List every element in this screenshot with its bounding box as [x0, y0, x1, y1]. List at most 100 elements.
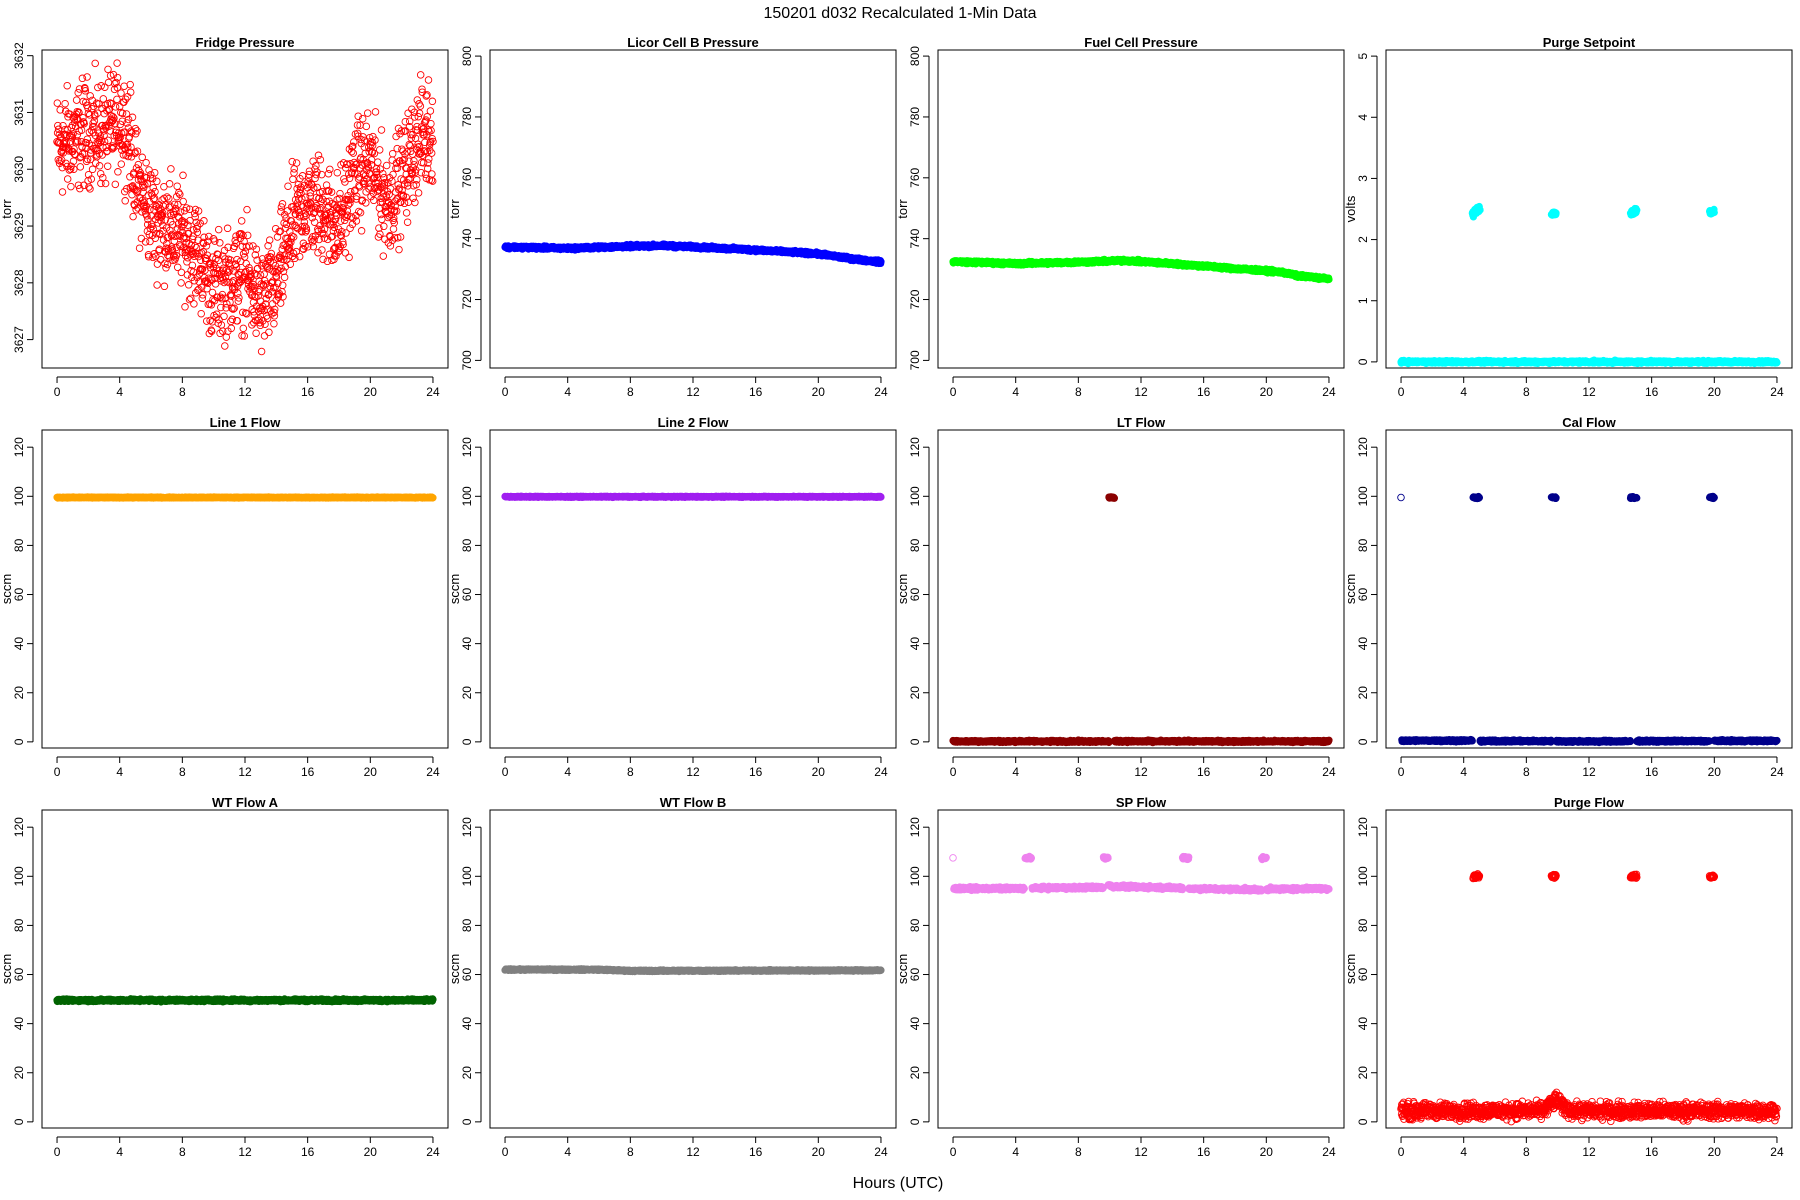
data-point — [104, 65, 112, 74]
y-tick-label: 3632 — [12, 42, 26, 69]
data-point — [209, 295, 217, 304]
data-point — [218, 294, 226, 303]
data-point — [134, 160, 143, 169]
data-point — [393, 234, 402, 242]
data-point — [208, 288, 217, 297]
data-point — [117, 160, 126, 168]
data-point — [137, 234, 146, 243]
data-point — [423, 91, 431, 99]
plot-frame — [489, 49, 897, 369]
data-point — [336, 189, 344, 198]
data-point — [206, 260, 215, 268]
data-point — [307, 204, 316, 212]
y-tick-label: 3629 — [12, 212, 26, 239]
data-point — [401, 127, 410, 135]
data-point — [389, 225, 398, 233]
data-point — [315, 235, 323, 244]
data-point — [62, 139, 70, 147]
data-point — [341, 164, 350, 172]
data-point — [369, 196, 378, 205]
data-point — [185, 295, 194, 304]
data-point — [397, 127, 406, 135]
data-point — [301, 242, 309, 250]
data-point — [427, 119, 435, 128]
data-point — [76, 163, 85, 171]
data-point — [272, 269, 281, 277]
data-point — [74, 88, 82, 97]
data-point — [121, 95, 130, 103]
data-point — [322, 211, 330, 220]
data-point — [260, 332, 269, 340]
data-point — [411, 168, 419, 177]
data-point — [393, 164, 402, 172]
data-point — [403, 218, 412, 226]
data-point — [273, 265, 281, 274]
data-point — [260, 270, 268, 278]
data-point — [225, 266, 234, 274]
data-point — [117, 89, 125, 97]
data-point — [91, 59, 99, 68]
data-point — [146, 224, 155, 233]
data-point — [319, 255, 327, 264]
data-point — [152, 229, 161, 238]
data-point — [280, 255, 288, 264]
data-point — [338, 227, 346, 236]
data-point — [318, 246, 326, 254]
data-point — [379, 169, 387, 178]
x-tick-label: 24 — [426, 385, 440, 399]
panel-title: Purge Setpoint — [1543, 35, 1636, 50]
data-point — [243, 231, 252, 240]
data-point — [206, 316, 214, 325]
data-point — [145, 198, 154, 206]
data-point — [151, 234, 160, 242]
x-tick-label: 20 — [1260, 385, 1274, 399]
data-point — [318, 195, 327, 204]
data-point — [200, 217, 208, 225]
data-point — [227, 324, 236, 333]
data-point — [86, 185, 94, 193]
data-point — [100, 131, 108, 140]
data-point — [426, 107, 435, 115]
data-point — [150, 168, 159, 177]
data-point — [410, 108, 419, 117]
x-tick-label: 24 — [1322, 385, 1336, 399]
data-point — [118, 109, 127, 118]
data-point — [264, 290, 273, 298]
data-point — [91, 112, 99, 120]
data-point — [411, 198, 419, 207]
data-point — [251, 316, 260, 325]
data-point — [877, 258, 885, 266]
data-point — [307, 200, 315, 208]
y-tick-label: 800 — [460, 46, 474, 66]
data-point — [143, 220, 152, 229]
data-point — [315, 205, 324, 213]
data-point — [410, 157, 418, 165]
data-point — [153, 281, 161, 289]
data-point — [121, 197, 129, 205]
data-point — [84, 104, 92, 112]
data-point — [241, 309, 250, 317]
y-tick-label: 720 — [460, 289, 474, 309]
data-point — [428, 134, 436, 143]
data-point — [176, 208, 185, 216]
data-point — [257, 306, 265, 315]
data-point — [153, 177, 161, 186]
data-point — [375, 224, 383, 232]
data-point — [80, 181, 88, 190]
data-point — [280, 252, 289, 260]
data-point — [284, 182, 292, 190]
data-point — [194, 236, 202, 244]
data-point — [84, 170, 93, 179]
data-point — [247, 272, 255, 281]
data-point — [416, 102, 425, 110]
data-point — [332, 252, 340, 260]
data-point — [263, 264, 272, 272]
data-point — [177, 279, 185, 287]
data-point — [232, 263, 241, 271]
data-point — [66, 165, 75, 173]
data-point — [427, 149, 436, 157]
data-point — [261, 300, 270, 308]
data-point — [414, 189, 423, 197]
